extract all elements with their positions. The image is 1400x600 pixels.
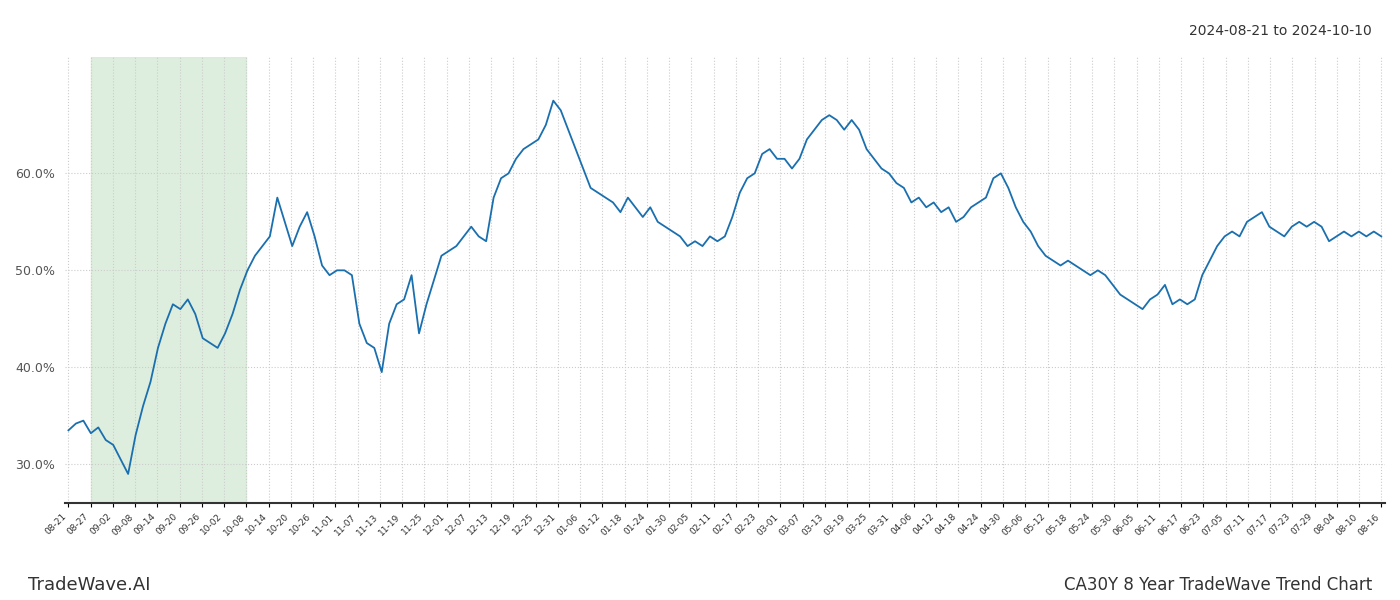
Text: CA30Y 8 Year TradeWave Trend Chart: CA30Y 8 Year TradeWave Trend Chart xyxy=(1064,576,1372,594)
Text: TradeWave.AI: TradeWave.AI xyxy=(28,576,151,594)
Bar xyxy=(91,57,246,503)
Text: 2024-08-21 to 2024-10-10: 2024-08-21 to 2024-10-10 xyxy=(1189,24,1372,38)
